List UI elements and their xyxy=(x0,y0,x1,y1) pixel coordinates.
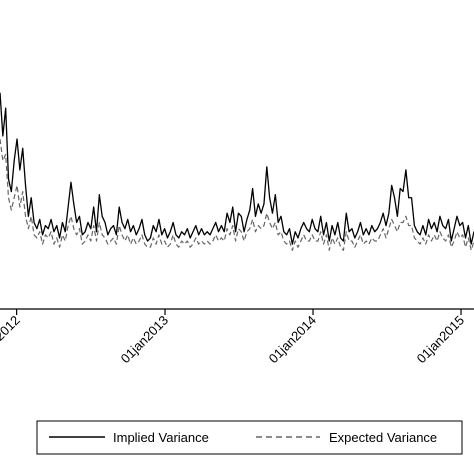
legend-box xyxy=(36,420,463,455)
legend: Implied Variance Expected Variance xyxy=(36,420,463,455)
legend-label-expected: Expected Variance xyxy=(329,430,437,445)
series-line-expected-variance xyxy=(0,138,474,251)
series-layer xyxy=(0,92,474,251)
legend-label-implied: Implied Variance xyxy=(113,430,209,445)
series-line-implied-variance xyxy=(0,92,474,245)
